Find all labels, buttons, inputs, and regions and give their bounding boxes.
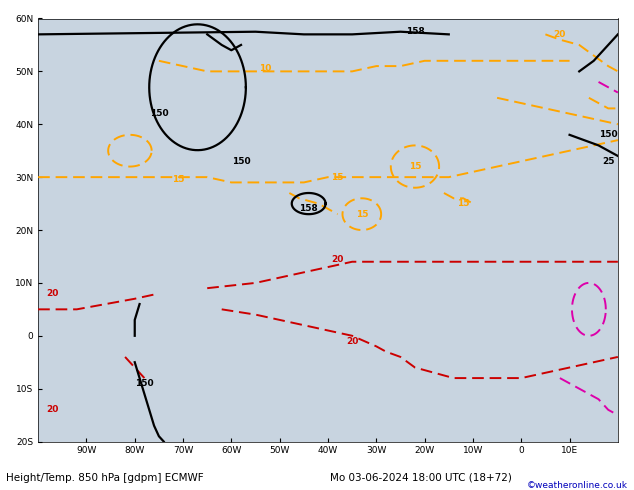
Text: 20: 20 — [346, 337, 358, 345]
Text: 15: 15 — [172, 175, 184, 184]
Text: 15: 15 — [409, 162, 421, 171]
Text: 20: 20 — [46, 289, 59, 298]
Text: ©weatheronline.co.uk: ©weatheronline.co.uk — [527, 481, 628, 490]
Text: 158: 158 — [406, 27, 424, 36]
Text: 15: 15 — [356, 210, 368, 219]
Text: 10: 10 — [259, 64, 271, 73]
Text: 150: 150 — [599, 130, 618, 139]
Text: 150: 150 — [150, 109, 168, 118]
Text: Mo 03-06-2024 18:00 UTC (18+72): Mo 03-06-2024 18:00 UTC (18+72) — [330, 473, 512, 483]
Text: 25: 25 — [602, 157, 614, 166]
Text: 20: 20 — [332, 255, 344, 264]
Text: 158: 158 — [299, 204, 318, 213]
Text: 15: 15 — [332, 172, 344, 182]
Text: 20: 20 — [46, 405, 59, 415]
Text: 15: 15 — [457, 199, 470, 208]
Text: 150: 150 — [135, 379, 153, 388]
Text: 150: 150 — [231, 157, 250, 166]
Text: Height/Temp. 850 hPa [gdpm] ECMWF: Height/Temp. 850 hPa [gdpm] ECMWF — [6, 473, 204, 483]
Text: 20: 20 — [553, 30, 566, 39]
